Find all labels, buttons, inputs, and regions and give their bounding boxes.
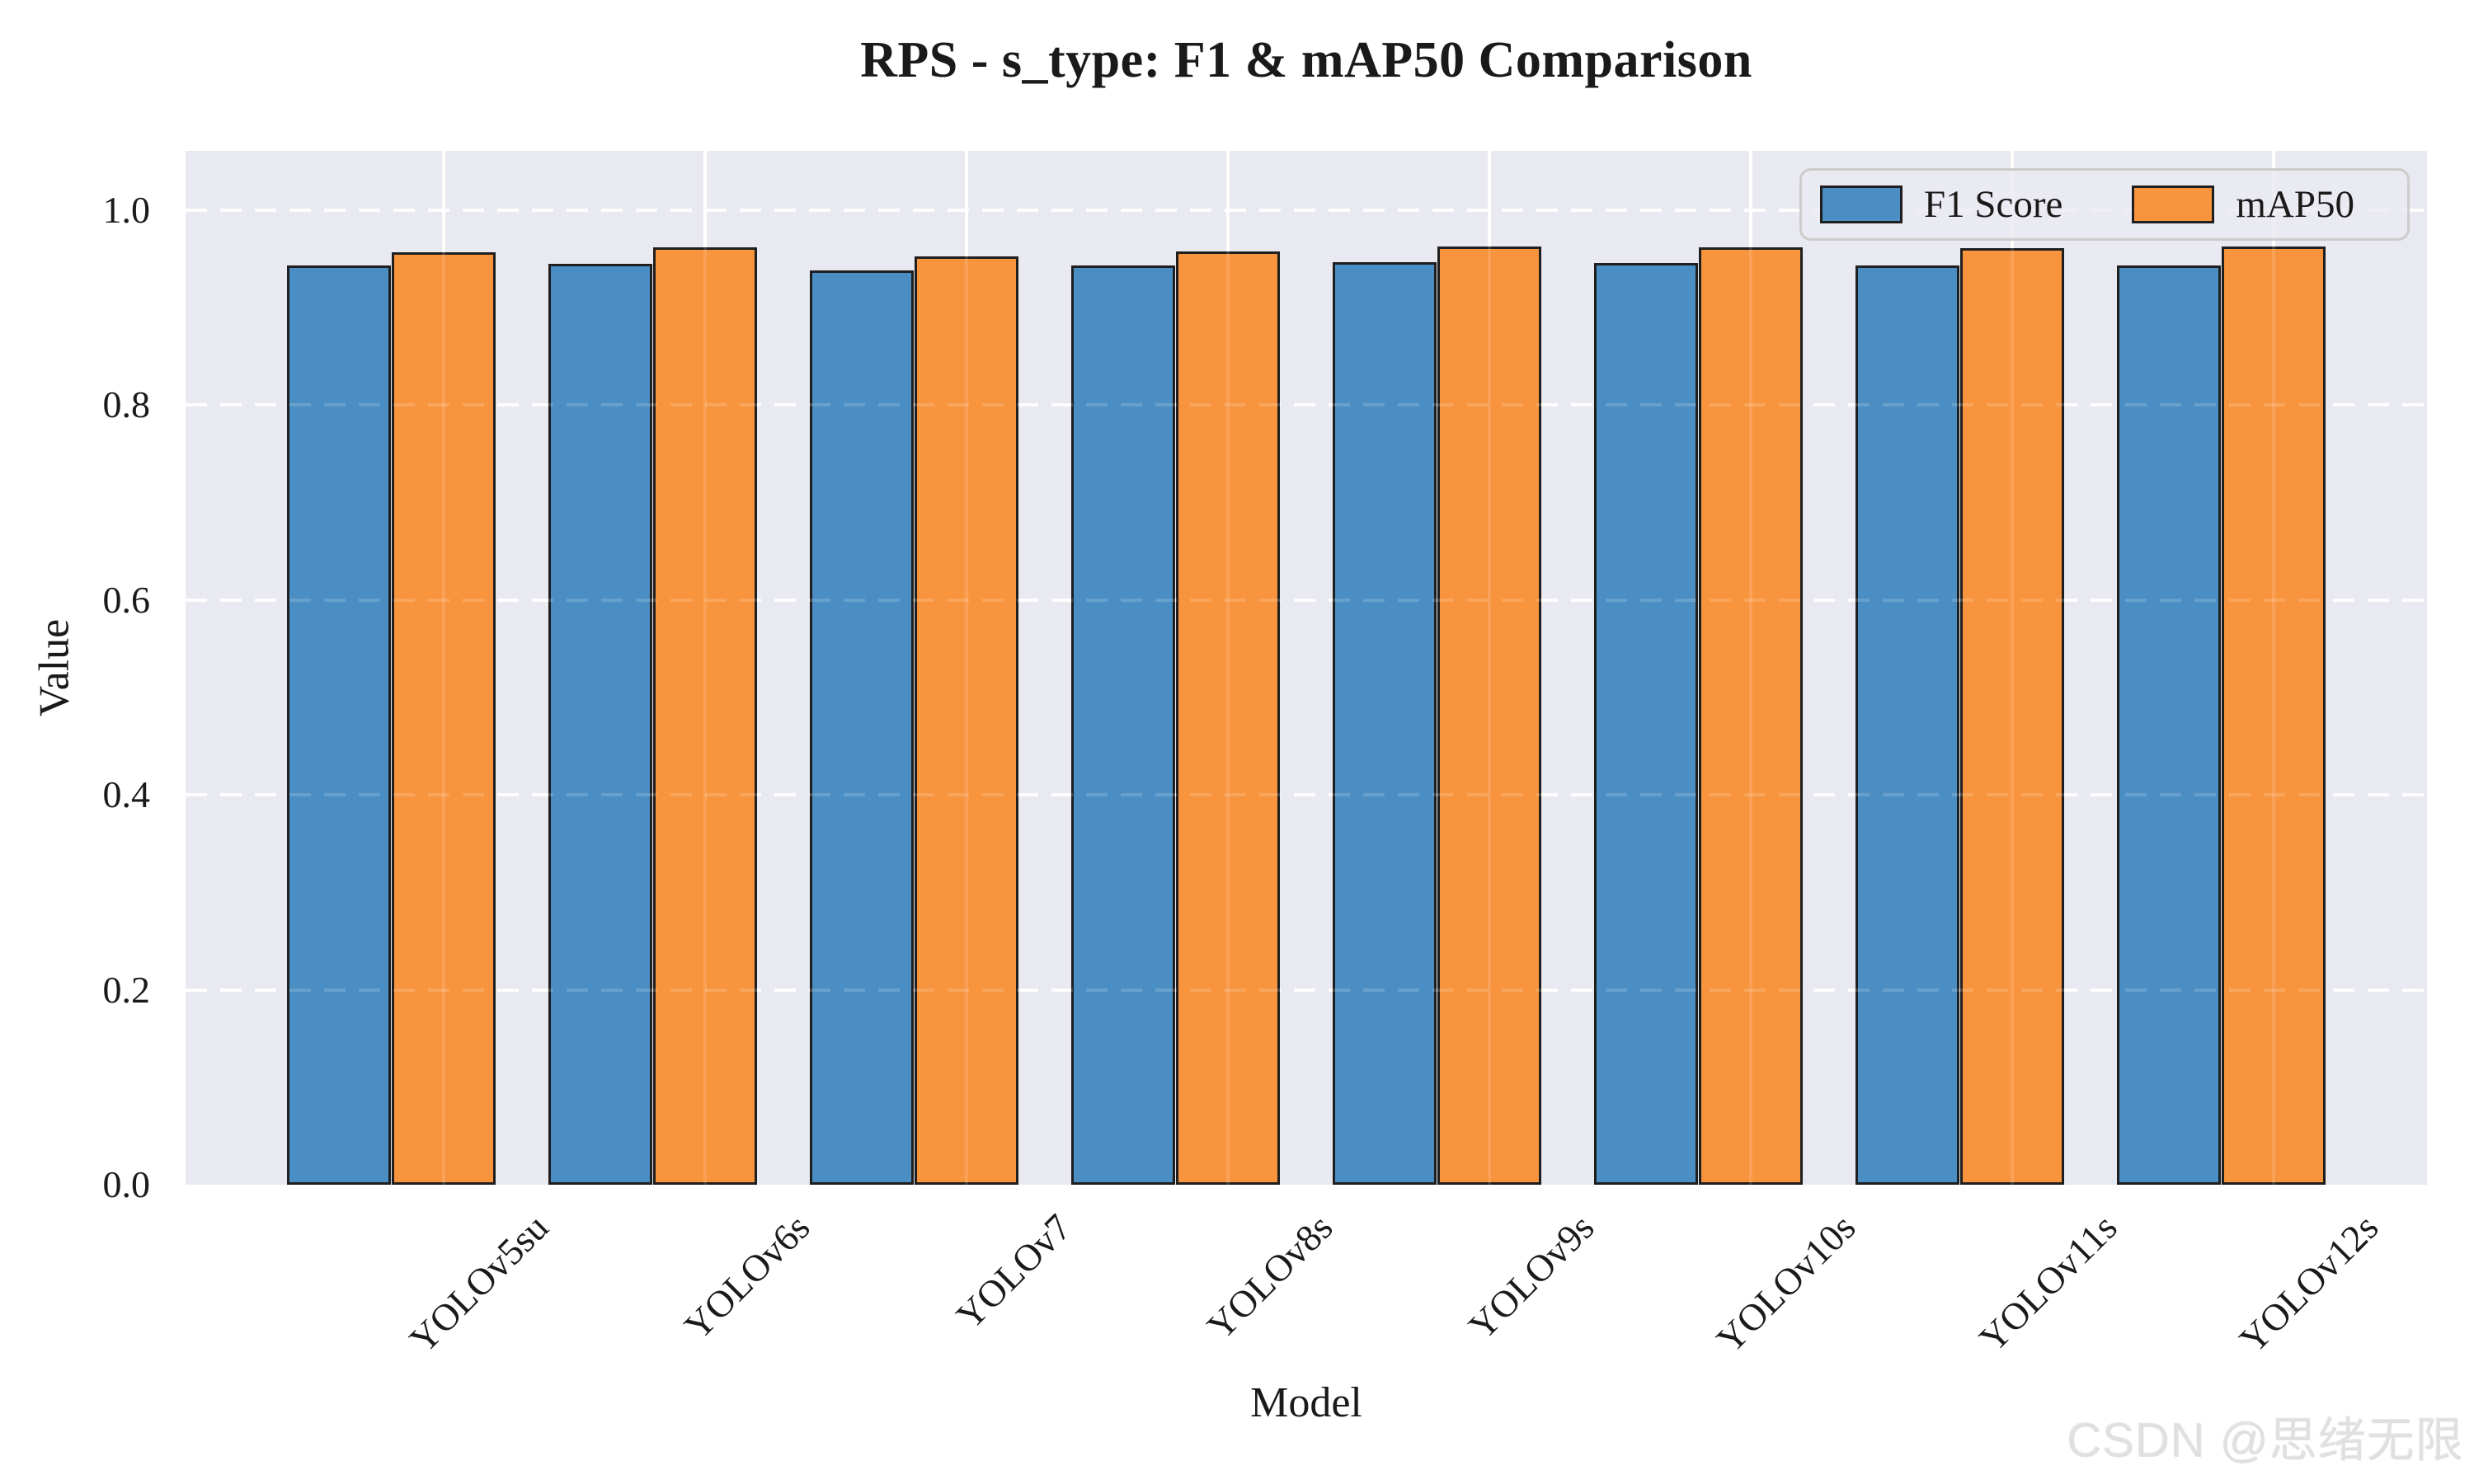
v-gridline-overlay [703,151,707,1185]
x-tick-text: YOLOv10s [1708,1205,1864,1361]
h-gridline-overlay [186,209,2427,212]
x-tick-text: YOLOv8s [1199,1205,1341,1348]
y-tick-label: 0.2 [102,968,151,1011]
plot-area [186,151,2427,1185]
h-gridline-overlay [186,598,2427,602]
h-gridline-overlay [186,403,2427,407]
v-gridline-overlay [1226,151,1230,1185]
v-gridline-overlay [1749,151,1752,1185]
y-axis-label: Value [31,618,78,717]
legend: F1 Score mAP50 [1799,168,2410,241]
y-tick-label: 0.0 [102,1163,151,1205]
legend-swatch-f1-score [1820,186,1903,223]
bar-map50-yolov11s [1960,248,2064,1185]
bar-map50-yolov8s [1176,251,1280,1185]
bar-f1-score-yolov11s [1856,265,1959,1185]
x-tick-text: YOLOv5su [401,1205,557,1361]
legend-label: F1 Score [1924,183,2063,226]
bar-f1-score-yolov10s [1594,263,1698,1185]
v-gridline-overlay [442,151,445,1185]
h-gridline [186,598,2427,602]
h-gridline [186,403,2427,407]
y-tick-label: 0.8 [102,383,151,426]
legend-label: mAP50 [2236,183,2355,226]
h-gridline-overlay [186,988,2427,992]
bar-f1-score-yolov12s [2117,265,2221,1185]
bar-f1-score-yolov5su [287,265,391,1185]
bar-map50-yolov7 [915,256,1018,1185]
h-gridline [186,988,2427,992]
bar-map50-yolov12s [2222,247,2326,1185]
y-tick-label: 1.0 [102,189,151,231]
bar-map50-yolov10s [1699,247,1803,1185]
x-tick-text: YOLOv11s [1971,1205,2125,1360]
y-tick-label: 0.4 [102,773,151,816]
watermark: CSDN @思绪无限 [2067,1414,2464,1468]
bar-f1-score-yolov8s [1071,265,1175,1185]
chart-title: RPS - s_type: F1 & mAP50 Comparison [860,32,1752,88]
v-gridline-overlay [1488,151,1491,1185]
x-tick-text: YOLOv9s [1460,1205,1602,1348]
x-axis-label: Model [1250,1379,1362,1426]
x-tick-text: YOLOv12s [2231,1205,2387,1361]
bar-map50-yolov9s [1437,247,1541,1185]
v-gridline-overlay [2272,151,2275,1185]
bar-f1-score-yolov9s [1333,262,1437,1185]
h-gridline-overlay [186,793,2427,797]
h-gridline [186,793,2427,797]
bar-map50-yolov6s [653,247,757,1185]
bar-map50-yolov5su [392,252,496,1185]
x-tick-text: YOLOv6s [676,1205,818,1348]
legend-swatch-map50 [2132,186,2215,223]
bar-f1-score-yolov7 [810,270,914,1185]
y-tick-label: 0.6 [102,578,151,621]
v-gridline-overlay [965,151,968,1185]
legend-entry-map50: mAP50 [2132,182,2354,227]
v-gridline-overlay [2011,151,2014,1185]
x-tick-text: YOLOv7 [948,1205,1079,1337]
h-gridline [186,209,2427,212]
legend-entry-f1-score: F1 Score [1820,182,2062,227]
bar-f1-score-yolov6s [548,264,652,1185]
